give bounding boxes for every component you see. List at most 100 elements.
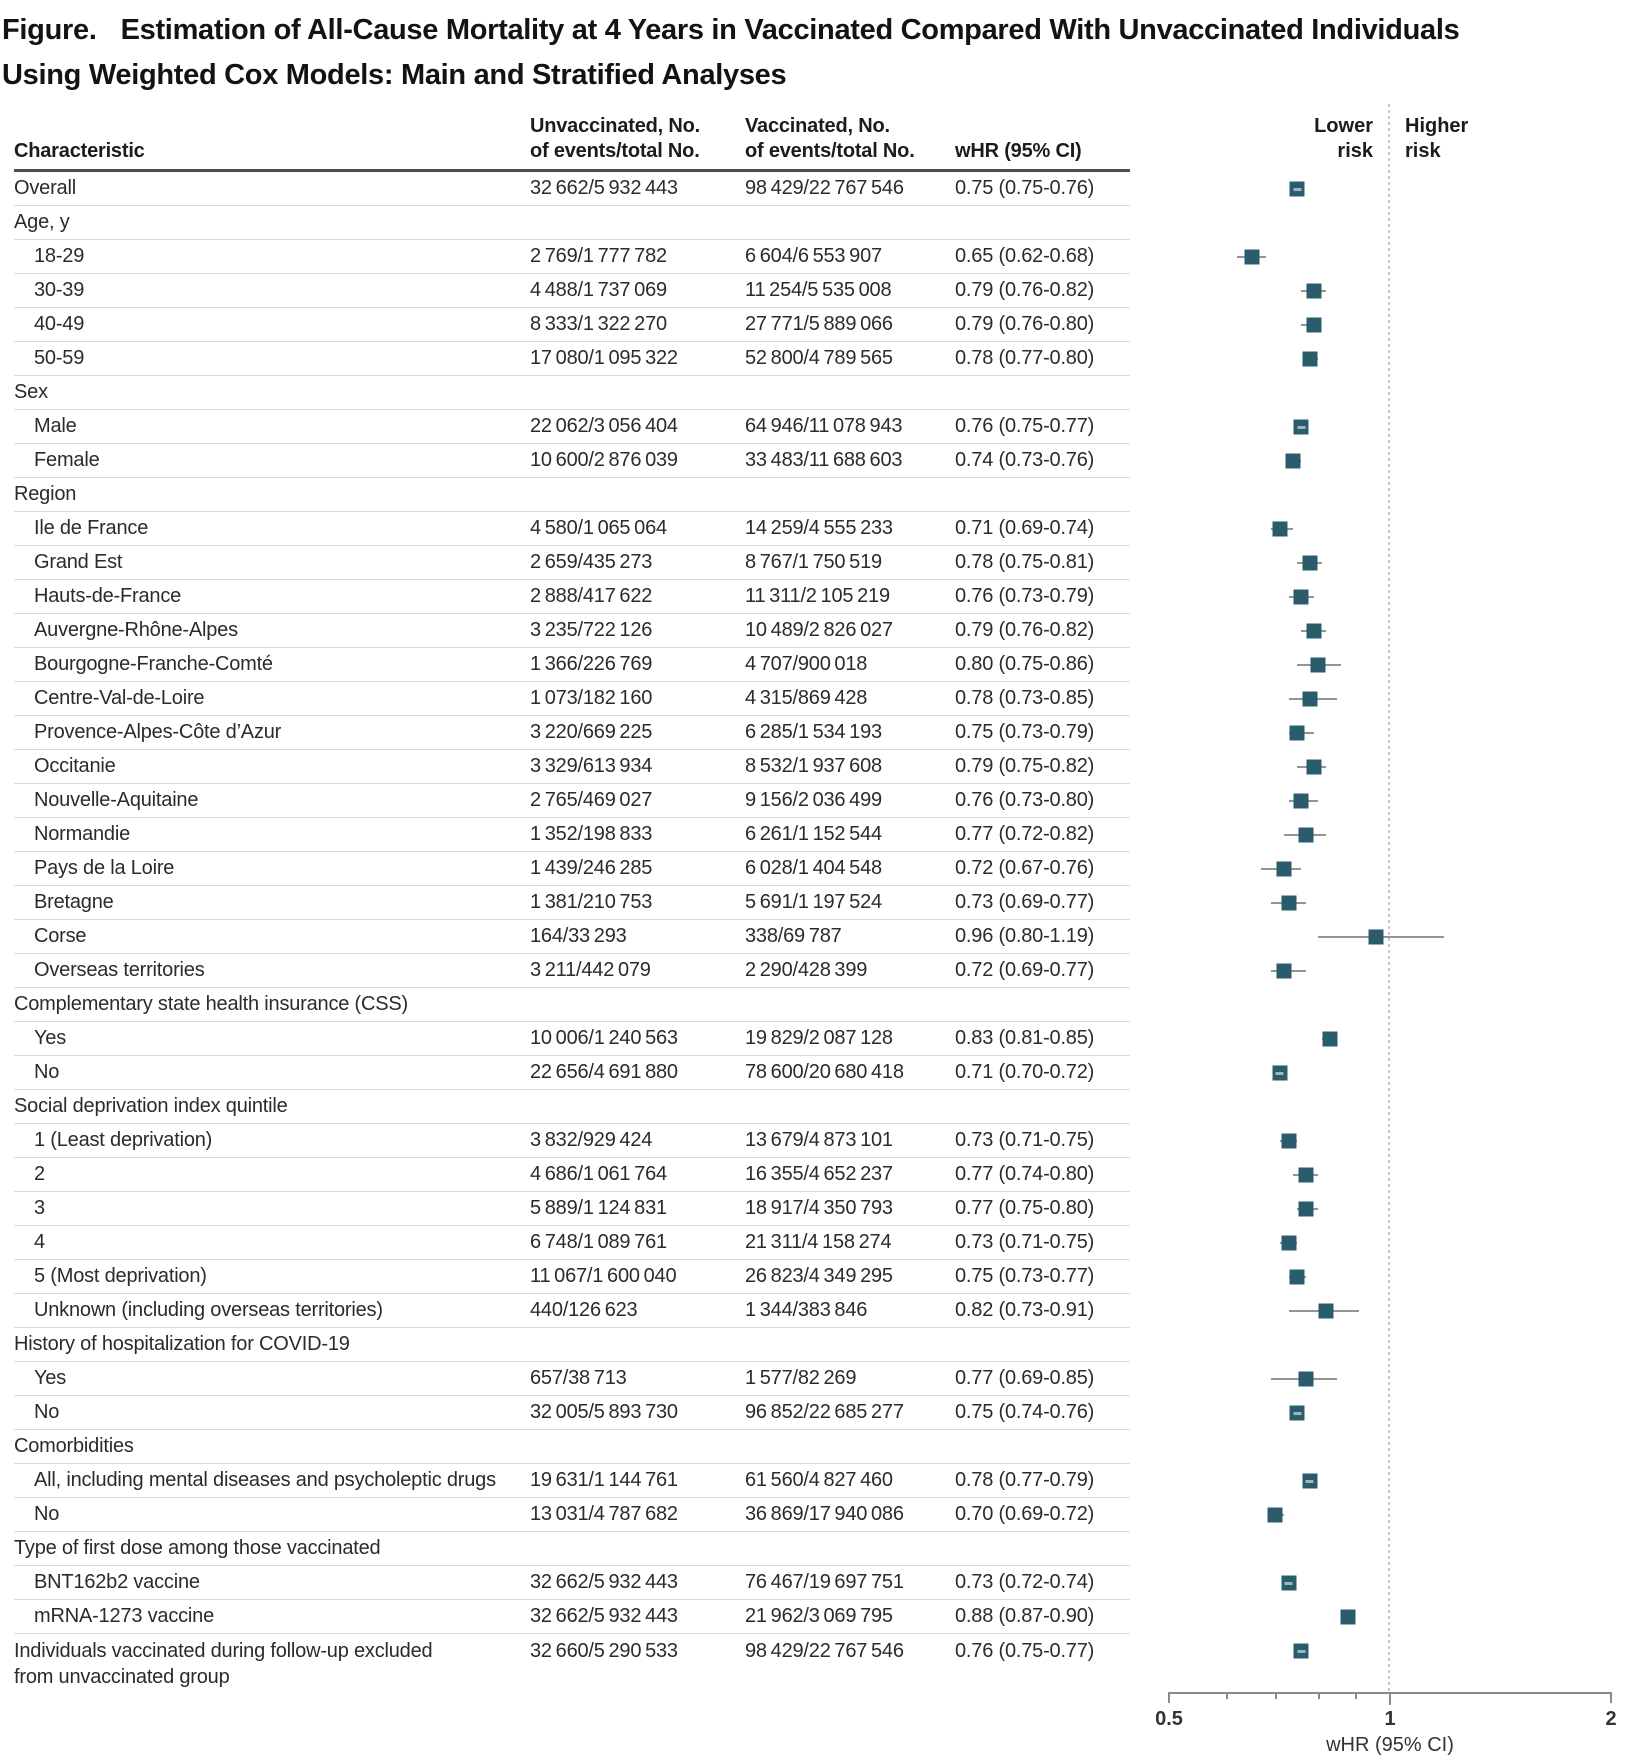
whr-cell: 0.77 (0.69-0.85) (955, 1367, 1095, 1389)
vaccinated-cell: 76 467/19 697 751 (745, 1571, 904, 1593)
table-row: Occitanie 3 329/613 934 8 532/1 937 608 0.7… (0, 750, 1626, 784)
unvaccinated-cell: 32 662/5 932 443 (530, 177, 678, 199)
vaccinated-cell: 1 344/383 846 (745, 1299, 868, 1321)
vaccinated-cell: 2 290/428 399 (745, 959, 868, 981)
characteristic-cell: Social deprivation index quintile (14, 1095, 288, 1117)
table-row-columns: Grand Est 2 659/435 273 8 767/1 750 519 0.7… (14, 546, 1130, 580)
unvaccinated-cell: 19 631/1 144 761 (530, 1469, 678, 1491)
whr-cell: 0.82 (0.73-0.91) (955, 1299, 1095, 1321)
characteristic-cell: 3 (34, 1197, 45, 1219)
vaccinated-cell: 8 767/1 750 519 (745, 551, 882, 573)
characteristic-cell: Centre-Val-de-Loire (34, 687, 205, 709)
vaccinated-cell: 6 261/1 152 544 (745, 823, 882, 845)
vaccinated-cell: 13 679/4 873 101 (745, 1129, 893, 1151)
characteristic-cell: 50-59 (34, 347, 85, 369)
col-header-unvaccinated: Unvaccinated, No. of events/total No. (530, 115, 700, 162)
characteristic-cell: 4 (34, 1231, 45, 1253)
unvaccinated-cell: 2 765/469 027 (530, 789, 653, 811)
whr-cell: 0.79 (0.75-0.82) (955, 755, 1095, 777)
characteristic-cell: Type of first dose among those vaccinate… (14, 1537, 381, 1559)
table-row: No 32 005/5 893 730 96 852/22 685 277 0.75 … (0, 1396, 1626, 1430)
table-row-columns: 5 (Most deprivation) 11 067/1 600 040 26 8… (14, 1260, 1130, 1294)
characteristic-cell: Normandie (34, 823, 131, 845)
plot-cell (1130, 444, 1626, 478)
table-row: 2 4 686/1 061 764 16 355/4 652 237 0.77 (0.… (0, 1158, 1626, 1192)
higher-risk-label: Higher risk (1405, 115, 1469, 162)
characteristic-cell: 5 (Most deprivation) (34, 1265, 207, 1287)
unvaccinated-cell: 10 006/1 240 563 (530, 1027, 678, 1049)
characteristic-cell: No (34, 1503, 60, 1525)
forest-marker (1293, 589, 1309, 605)
characteristic-cell: Female (34, 449, 100, 471)
table-row: Yes 10 006/1 240 563 19 829/2 087 128 0.83 … (0, 1022, 1626, 1056)
whr-cell: 0.78 (0.77-0.79) (955, 1469, 1095, 1491)
table-row-columns: 18-29 2 769/1 777 782 6 604/6 553 907 0.65 … (14, 240, 1130, 274)
plot-header: Lower risk Higher risk (1130, 100, 1626, 172)
forest-marker (1298, 1167, 1314, 1183)
x-axis-title: wHR (95% CI) (1326, 1734, 1454, 1756)
unvaccinated-cell: 17 080/1 095 322 (530, 347, 678, 369)
whr-cell: 0.76 (0.73-0.80) (955, 789, 1095, 811)
plot-cell (1130, 376, 1626, 410)
plot-cell (1130, 1260, 1626, 1294)
characteristic-cell: Pays de la Loire (34, 857, 175, 879)
whr-cell: 0.78 (0.77-0.80) (955, 347, 1095, 369)
vaccinated-cell: 6 028/1 404 548 (745, 857, 882, 879)
characteristic-cell: All, including mental diseases and psych… (34, 1469, 496, 1491)
forest-marker (1276, 963, 1292, 979)
whr-cell: 0.71 (0.70-0.72) (955, 1061, 1095, 1083)
whr-cell: 0.96 (0.80-1.19) (955, 925, 1095, 947)
characteristic-cell: No (34, 1061, 60, 1083)
axis-minor-tick (1355, 1694, 1358, 1699)
vaccinated-cell: 21 962/3 069 795 (745, 1605, 893, 1627)
forest-marker (1289, 181, 1305, 197)
table-row: 40-49 8 333/1 322 270 27 771/5 889 066 0.79… (0, 308, 1626, 342)
characteristic-cell: Age, y (14, 211, 70, 233)
characteristic-cell: Corse (34, 925, 87, 947)
ci-dash (1293, 1411, 1302, 1415)
forest-marker (1310, 657, 1326, 673)
axis-tick-label: 1 (1384, 1708, 1396, 1730)
plot-cell (1130, 1124, 1626, 1158)
axis-row: wHR (95% CI) 0.5 1 2 (0, 1692, 1626, 1760)
vaccinated-cell: 18 917/4 350 793 (745, 1197, 893, 1219)
plot-cell (1130, 410, 1626, 444)
characteristic-cell: Ile de France (34, 517, 149, 539)
vaccinated-cell: 4 707/900 018 (745, 653, 868, 675)
ci-dash (1293, 187, 1302, 191)
unvaccinated-cell: 2 659/435 273 (530, 551, 653, 573)
table-row: Centre-Val-de-Loire 1 073/182 160 4 315/86… (0, 682, 1626, 716)
characteristic-cell: Yes (34, 1027, 67, 1049)
unvaccinated-cell: 2 769/1 777 782 (530, 245, 667, 267)
table-row-columns: Unknown (including overseas territories)… (14, 1294, 1130, 1328)
plot-cell (1130, 1464, 1626, 1498)
characteristic-cell: Yes (34, 1367, 67, 1389)
vaccinated-cell: 21 311/4 158 274 (745, 1231, 892, 1253)
whr-cell: 0.73 (0.69-0.77) (955, 891, 1095, 913)
forest-marker (1289, 1269, 1305, 1285)
whr-cell: 0.78 (0.73-0.85) (955, 687, 1095, 709)
table-row-columns: Occitanie 3 329/613 934 8 532/1 937 608 0.7… (14, 750, 1130, 784)
plot-cell (1130, 1090, 1626, 1124)
table-row: All, including mental diseases and psych… (0, 1464, 1626, 1498)
reference-line (1388, 104, 1390, 1692)
forest-marker (1276, 861, 1292, 877)
group-row: Complementary state health insurance (CS… (0, 988, 1626, 1022)
unvaccinated-cell: 32 662/5 932 443 (530, 1571, 678, 1593)
plot-cell (1130, 682, 1626, 716)
plot-cell (1130, 784, 1626, 818)
unvaccinated-cell: 22 656/4 691 880 (530, 1061, 678, 1083)
table-row: Overseas territories 3 211/442 079 2 290/4… (0, 954, 1626, 988)
table-row: No 13 031/4 787 682 36 869/17 940 086 0.70 … (0, 1498, 1626, 1532)
characteristic-cell: Overall (14, 177, 76, 199)
characteristic-cell: Region (14, 483, 77, 505)
table-row-columns: Hauts-de-France 2 888/417 622 11 311/2 105… (14, 580, 1130, 614)
forest-marker (1298, 1371, 1314, 1387)
table-row: Male 22 062/3 056 404 64 946/11 078 943 0.7… (0, 410, 1626, 444)
characteristic-cell: Complementary state health insurance (CS… (14, 993, 409, 1015)
whr-cell: 0.73 (0.71-0.75) (955, 1231, 1095, 1253)
ci-dash (1297, 1649, 1306, 1653)
x-axis: wHR (95% CI) 0.5 1 2 (1130, 1692, 1626, 1760)
characteristic-line1: Individuals vaccinated during follow-up … (14, 1640, 433, 1662)
forest-marker (1281, 1235, 1297, 1251)
